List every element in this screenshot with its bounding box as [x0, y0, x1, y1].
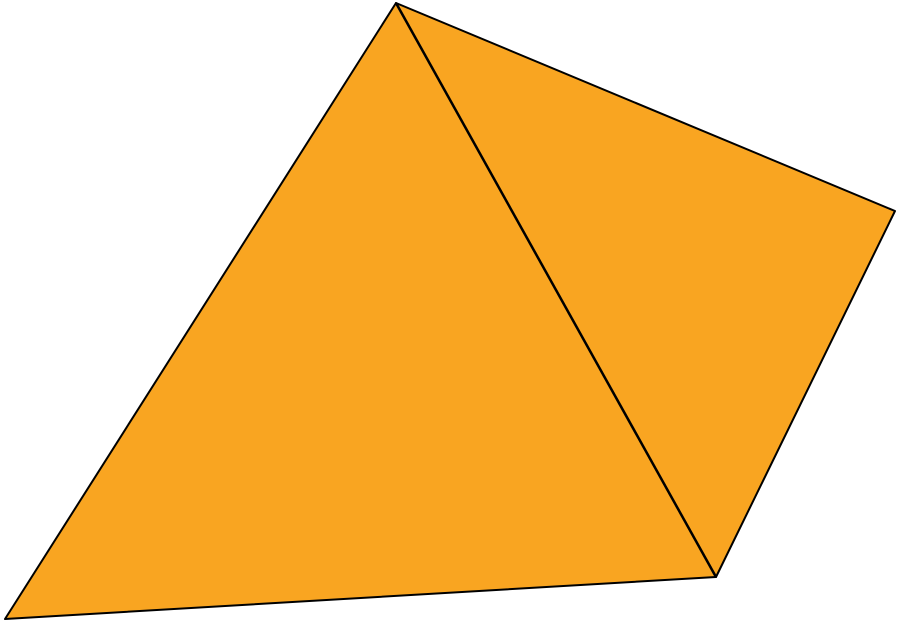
shared-edge-line — [394, 2, 718, 578]
